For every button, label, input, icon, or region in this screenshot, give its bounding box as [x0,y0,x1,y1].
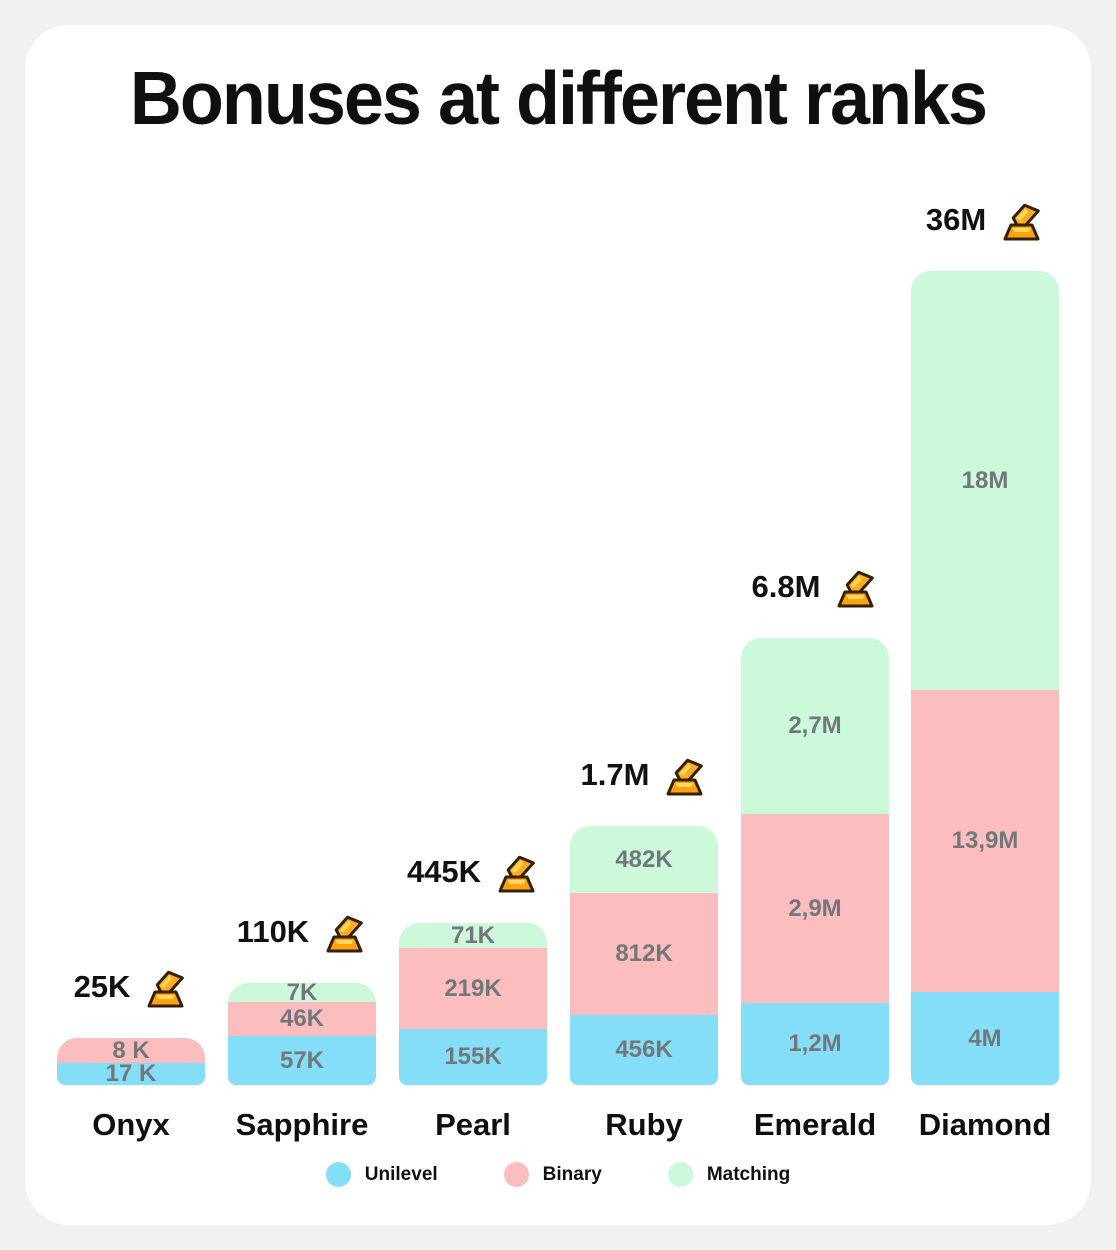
bar-group-ruby: 1.7M 482K 812K 456K Ruby [570,752,718,1142]
total-value: 6.8M [751,569,821,604]
segment-value: 18M [961,466,1009,494]
category-label-sapphire: Sapphire [235,1107,369,1142]
page-title: Bonuses at different ranks [129,57,988,141]
total-label-diamond: 36M [926,197,1044,243]
legend-item-unilevel: Unilevel [325,1162,438,1187]
bar-group-emerald: 6.8M 2,7M 2,9M 1,2M Emerald [741,564,889,1142]
segment-value: 17 K [105,1060,157,1086]
total-label-sapphire: 110K [237,909,367,955]
segment-unilevel: 456K [570,1015,718,1085]
segment-value: 1,2M [788,1030,842,1057]
gold-bars-icon [1003,200,1040,241]
bar-group-onyx: 25K 8 K 17 K Onyx [57,964,205,1142]
total-label-ruby: 1.7M [581,752,708,798]
legend: Unilevel Binary Matching [0,1162,1116,1187]
segment-value: 8 K [112,1038,150,1064]
segment-value: 57K [279,1046,325,1074]
legend-item-matching: Matching [667,1162,791,1187]
segment-binary: 219K [399,948,547,1029]
total-value: 1.7M [580,757,650,792]
segment-binary: 2,9M [741,814,889,1003]
matching-dot-icon [667,1162,693,1187]
segment-value: 812K [615,940,673,967]
segment-value: 4M [968,1024,1002,1052]
bar-ruby: 482K 812K 456K [570,826,718,1085]
total-value: 110K [236,914,310,949]
category-label-emerald: Emerald [753,1107,877,1142]
segment-matching: 7K [228,983,376,1006]
segment-value: 13,9M [951,827,1019,854]
bar-onyx: 8 K 17 K [57,1038,205,1085]
segment-matching: 18M [911,271,1059,690]
segment-binary: 812K [570,893,718,1015]
legend-item-binary: Binary [503,1162,602,1187]
segment-value: 46K [279,1005,325,1032]
gold-bars-icon [326,912,364,953]
total-value: 25K [73,969,131,1004]
segment-unilevel: 1,2M [741,1003,889,1085]
segment-value: 2,7M [788,712,842,739]
category-label-onyx: Onyx [92,1107,170,1142]
segment-matching: 482K [570,826,718,893]
binary-dot-icon [503,1162,529,1187]
segment-matching: 71K [399,923,547,948]
segment-binary: 46K [228,1002,376,1036]
total-value: 445K [406,854,482,889]
segment-value: 71K [450,923,496,949]
bar-group-diamond: 36M 18M 13,9M 4M Diamond [911,197,1059,1142]
bar-emerald: 2,7M 2,9M 1,2M [741,638,889,1085]
gold-bars-icon [498,852,535,893]
legend-label: Matching [706,1163,791,1185]
legend-label: Binary [542,1163,602,1185]
bar-pearl: 71K 219K 155K [399,923,547,1085]
segment-unilevel: 17 K [57,1060,205,1086]
segment-value: 482K [615,845,673,873]
bar-sapphire: 7K 46K 57K [228,983,376,1085]
total-label-onyx: 25K [74,964,189,1010]
category-label-diamond: Diamond [918,1107,1052,1142]
segment-value: 155K [444,1043,502,1070]
bar-group-pearl: 445K 71K 219K 155K Pearl [399,849,547,1142]
segment-binary: 13,9M [911,690,1059,992]
total-label-pearl: 445K [407,849,539,895]
segment-value: 219K [444,974,502,1002]
gold-bars-icon [147,967,185,1008]
segment-matching: 2,7M [741,638,889,814]
segment-unilevel: 57K [228,1036,376,1085]
category-label-ruby: Ruby [605,1107,683,1142]
unilevel-dot-icon [325,1162,351,1187]
segment-unilevel: 4M [911,992,1059,1085]
segment-unilevel: 155K [399,1029,547,1085]
segment-binary: 8 K [57,1038,205,1063]
segment-value: 456K [615,1036,673,1063]
gold-bars-icon [837,567,875,608]
bar-group-sapphire: 110K 7K 46K 57K Sapphire [228,909,376,1142]
gold-bars-icon [666,755,704,796]
legend-label: Unilevel [364,1163,438,1185]
total-label-emerald: 6.8M [752,564,879,610]
segment-value: 7K [286,983,318,1006]
category-label-pearl: Pearl [435,1107,511,1142]
bar-diamond: 18M 13,9M 4M [911,271,1059,1085]
total-value: 36M [925,202,987,237]
segment-value: 2,9M [788,894,842,922]
